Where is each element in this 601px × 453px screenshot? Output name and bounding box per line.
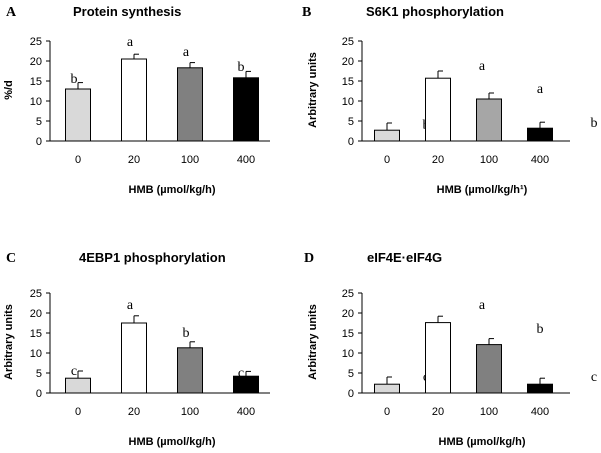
chart-b-x-tick-label: 20	[432, 154, 444, 166]
chart-a-y-tick-label: 10	[30, 96, 42, 108]
chart-b-bar-400	[528, 128, 553, 141]
chart-b-sig-letter: b	[591, 116, 598, 131]
chart-c-x-tick-label: 0	[75, 406, 81, 418]
chart-d-x-label: HMB (µmol/kg/h)	[439, 436, 526, 448]
chart-a-sig-letter: b	[71, 72, 78, 87]
chart-b-x-tick-label: 0	[384, 154, 390, 166]
chart-a-y-tick-label: 20	[30, 56, 42, 68]
chart-a-bar-100	[178, 68, 203, 141]
chart-b-y-tick-label: 0	[348, 136, 354, 148]
chart-c-x-tick-label: 100	[181, 406, 199, 418]
chart-c-title: 4EBP1 phosphorylation	[79, 250, 226, 265]
chart-b-bar-20	[426, 78, 451, 141]
chart-b-sig-letter: a	[479, 59, 486, 74]
chart-a-x-tick-label: 400	[237, 154, 255, 166]
chart-a-sig-letter: a	[183, 45, 190, 60]
chart-d-x-tick-label: 100	[480, 406, 498, 418]
chart-d-x-tick-label: 20	[432, 406, 444, 418]
chart-d-sig-letter: b	[537, 322, 544, 337]
chart-d-y-tick-label: 5	[348, 368, 354, 380]
chart-d-bar-100	[477, 345, 502, 393]
chart-a-x-tick-label: 0	[75, 154, 81, 166]
chart-b-y-tick-label: 25	[342, 36, 354, 48]
chart-b-y-tick-label: 20	[342, 56, 354, 68]
chart-b-y-label: Arbitrary units	[307, 52, 319, 128]
chart-a-x-tick-label: 100	[181, 154, 199, 166]
chart-b-panel-letter: B	[302, 5, 311, 20]
chart-a-x-label: HMB (µmol/kg/h)	[129, 184, 216, 196]
chart-d-bar-0	[375, 384, 400, 393]
chart-d-y-tick-label: 15	[342, 328, 354, 340]
chart-c-x-tick-label: 400	[237, 406, 255, 418]
chart-c-y-tick-label: 15	[30, 328, 42, 340]
chart-a-y-tick-label: 25	[30, 36, 42, 48]
chart-b-x-label: HMB (µmol/kg/h¹)	[437, 184, 528, 196]
chart-b-x-tick-label: 100	[480, 154, 498, 166]
chart-d-sig-letter: a	[479, 298, 486, 313]
chart-d-bar-400	[528, 384, 553, 393]
chart-a-bar-0	[66, 89, 91, 141]
chart-a-y-tick-label: 5	[36, 116, 42, 128]
chart-c-y-tick-label: 20	[30, 308, 42, 320]
chart-c-y-tick-label: 0	[36, 388, 42, 400]
chart-c-sig-letter: b	[183, 326, 190, 341]
chart-c-bar-0	[66, 378, 91, 393]
chart-b-bar-0	[375, 130, 400, 141]
chart-d-x-tick-label: 0	[384, 406, 390, 418]
chart-b-y-tick-label: 15	[342, 76, 354, 88]
chart-a-sig-letter: b	[238, 60, 245, 75]
chart-c-bar-20	[122, 323, 147, 393]
chart-d-y-label: Arbitrary units	[307, 304, 319, 380]
chart-c-y-tick-label: 10	[30, 348, 42, 360]
chart-c-x-label: HMB (µmol/kg/h)	[129, 436, 216, 448]
chart-b-sig-letter: a	[537, 82, 544, 97]
chart-a-y-tick-label: 15	[30, 76, 42, 88]
chart-c-y-tick-label: 5	[36, 368, 42, 380]
chart-d-bar-20	[426, 323, 451, 393]
chart-c-y-label: Arbitrary units	[3, 304, 15, 380]
chart-c-bar-100	[178, 348, 203, 393]
chart-b-bar-100	[477, 99, 502, 141]
chart-d-y-tick-label: 25	[342, 288, 354, 300]
chart-d-title: eIF4E·eIF4G	[367, 250, 442, 265]
chart-c-sig-letter: c	[238, 366, 244, 381]
chart-d-sig-letter: c	[591, 370, 597, 385]
chart-c-panel-letter: C	[6, 251, 16, 266]
chart-a-y-label: %/d	[3, 80, 15, 100]
chart-d-y-tick-label: 0	[348, 388, 354, 400]
chart-a-bar-400	[234, 78, 259, 141]
chart-a-panel-letter: A	[6, 5, 17, 20]
chart-b-y-tick-label: 5	[348, 116, 354, 128]
chart-a-title: Protein synthesis	[73, 4, 181, 19]
chart-a-y-tick-label: 0	[36, 136, 42, 148]
chart-a-sig-letter: a	[127, 35, 134, 50]
chart-a-bar-20	[122, 59, 147, 141]
chart-d-panel-letter: D	[304, 251, 314, 266]
chart-b-x-tick-label: 400	[531, 154, 549, 166]
chart-d-x-tick-label: 400	[531, 406, 549, 418]
chart-b-title: S6K1 phosphorylation	[366, 4, 504, 19]
chart-c-y-tick-label: 25	[30, 288, 42, 300]
chart-c-sig-letter: a	[127, 298, 134, 313]
chart-d-y-tick-label: 20	[342, 308, 354, 320]
chart-d-y-tick-label: 10	[342, 348, 354, 360]
chart-a-x-tick-label: 20	[128, 154, 140, 166]
chart-b-y-tick-label: 10	[342, 96, 354, 108]
chart-c-x-tick-label: 20	[128, 406, 140, 418]
chart-c-sig-letter: c	[71, 364, 77, 379]
